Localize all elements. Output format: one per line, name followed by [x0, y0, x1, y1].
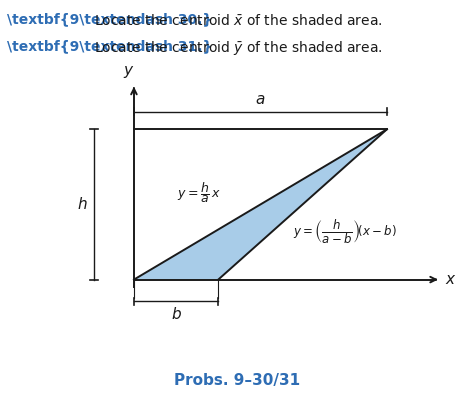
Text: Locate the centroid $\bar{x}$ of the shaded area.: Locate the centroid $\bar{x}$ of the sha… — [94, 13, 383, 28]
Text: $x$: $x$ — [446, 272, 457, 287]
Text: $h$: $h$ — [77, 196, 88, 213]
Text: $y$: $y$ — [123, 64, 135, 80]
Polygon shape — [134, 129, 387, 279]
Text: $y = \dfrac{h}{a}\,x$: $y = \dfrac{h}{a}\,x$ — [177, 180, 221, 205]
Text: $a$: $a$ — [255, 92, 265, 107]
Text: $b$: $b$ — [171, 306, 182, 322]
Text: \textbf{9\textendash 31.}: \textbf{9\textendash 31.} — [8, 39, 213, 53]
Text: \textbf{9\textendash 30.}: \textbf{9\textendash 30.} — [8, 13, 213, 26]
Text: Probs. 9–30/31: Probs. 9–30/31 — [174, 373, 300, 388]
Text: Locate the centroid $\bar{y}$ of the shaded area.: Locate the centroid $\bar{y}$ of the sha… — [94, 39, 383, 57]
Text: $y = \left(\dfrac{h}{a-b}\right)\!(x-b)$: $y = \left(\dfrac{h}{a-b}\right)\!(x-b)$ — [293, 218, 397, 246]
